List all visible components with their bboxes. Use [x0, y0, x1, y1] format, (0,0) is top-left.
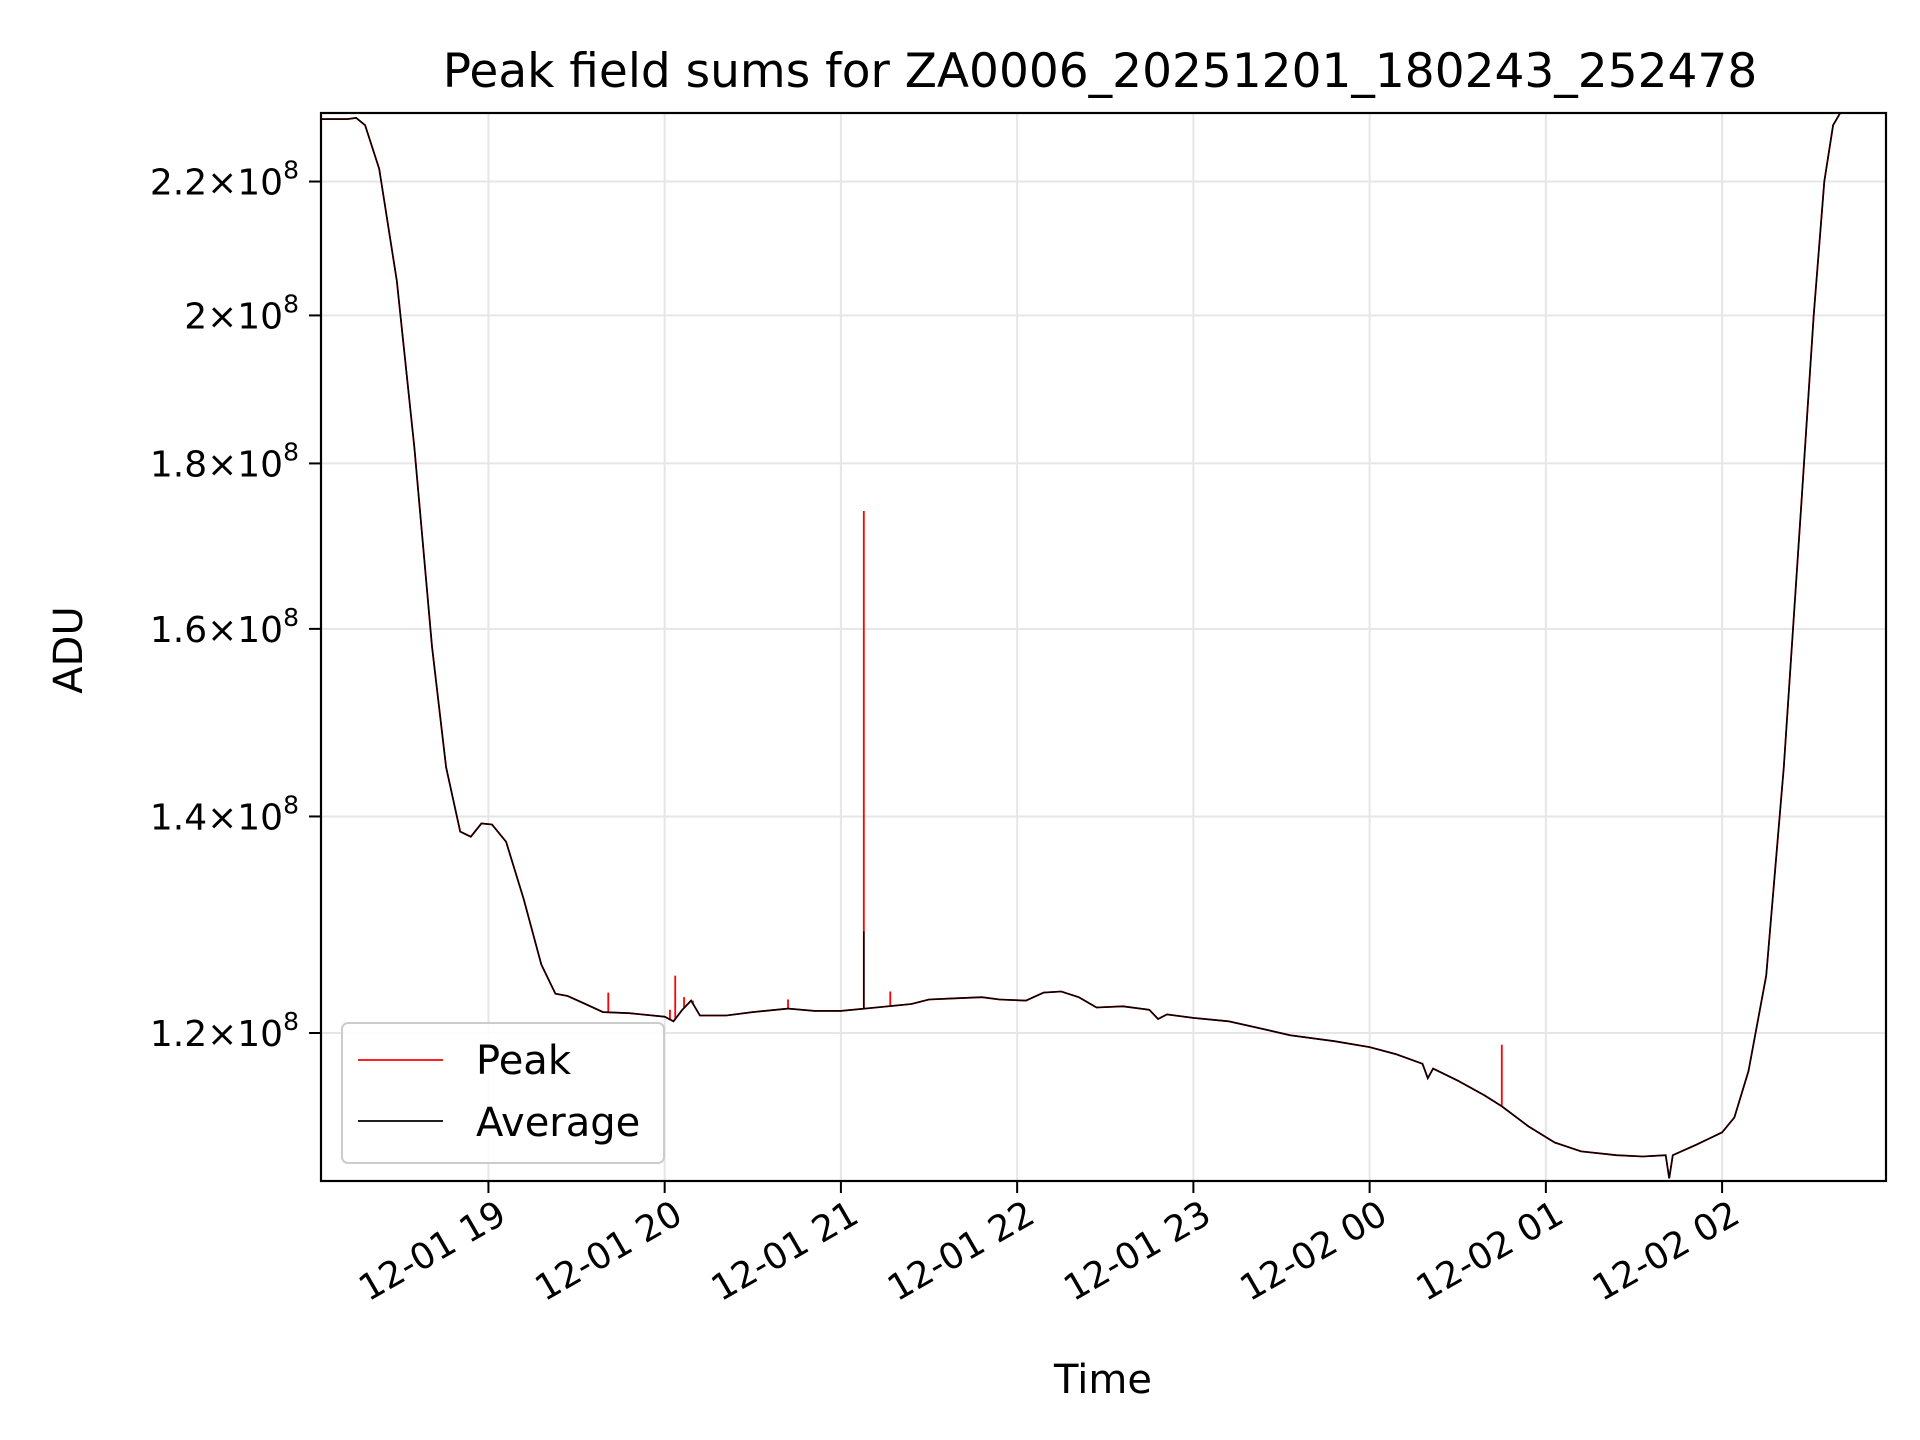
y-tick-label: 1.6×108: [150, 603, 299, 651]
y-tick-exponent: 8: [283, 1007, 299, 1036]
y-tick-times: ×: [207, 444, 237, 485]
legend-label-peak: Peak: [476, 1038, 572, 1084]
y-tick-exponent: 8: [283, 156, 299, 185]
y-tick-base: 10: [237, 797, 283, 838]
y-tick-base: 10: [237, 1014, 283, 1055]
legend: Peak Average: [341, 1022, 665, 1164]
y-tick-times: ×: [207, 163, 237, 204]
y-tick-times: ×: [207, 797, 237, 838]
y-tick-base: 10: [237, 296, 283, 337]
y-tick-mantissa: 1.4: [150, 797, 207, 838]
y-tick-mantissa: 1.8: [150, 444, 207, 485]
y-tick-exponent: 8: [283, 289, 299, 318]
y-tick-times: ×: [207, 296, 237, 337]
x-axis-label: Time: [1053, 1357, 1152, 1403]
plot-frame: [319, 111, 1888, 1183]
y-tick-mantissa: 1.2: [150, 1014, 207, 1055]
y-tick-mantissa: 1.6: [150, 610, 207, 651]
series-line-average: [321, 112, 1886, 1179]
y-tick-label: 1.8×108: [150, 437, 299, 485]
legend-label-average: Average: [476, 1100, 640, 1146]
y-tick-base: 10: [237, 163, 283, 204]
y-tick-exponent: 8: [283, 603, 299, 632]
y-tick-label: 2×108: [184, 289, 299, 337]
chart-title: Peak field sums for ZA0006_20251201_1802…: [443, 44, 1757, 99]
legend-box: [341, 1022, 665, 1164]
y-tick-label: 2.2×108: [150, 156, 299, 204]
series-layer: [321, 112, 1886, 1179]
y-tick-exponent: 8: [283, 437, 299, 466]
y-tick-mantissa: 2.2: [150, 163, 207, 204]
y-tick-times: ×: [207, 610, 237, 651]
y-tick-label: 1.4×108: [150, 790, 299, 838]
y-tick-base: 10: [237, 610, 283, 651]
y-tick-base: 10: [237, 444, 283, 485]
y-axis-label: ADU: [46, 606, 92, 693]
y-tick-exponent: 8: [283, 790, 299, 819]
y-tick-label: 1.2×108: [150, 1007, 299, 1055]
y-tick-times: ×: [207, 1014, 237, 1055]
y-tick-mantissa: 2: [184, 296, 207, 337]
grid: [321, 113, 1886, 1181]
